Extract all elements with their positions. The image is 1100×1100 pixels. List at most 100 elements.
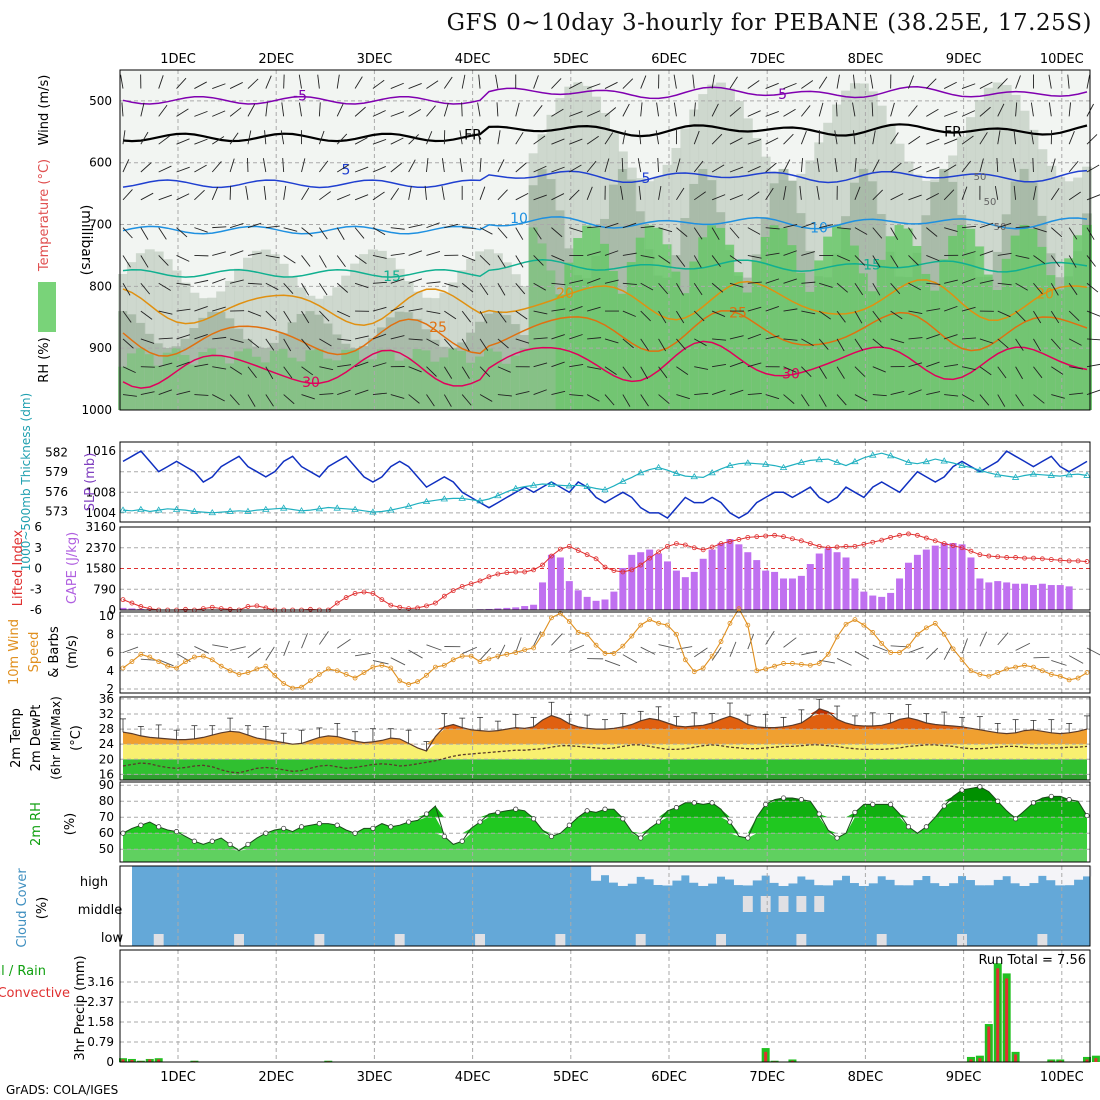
wind-barb bbox=[926, 308, 941, 312]
rh-band-90 bbox=[698, 237, 709, 410]
surface-wind-barb bbox=[997, 632, 1009, 646]
wind-axis-label-b: Speed bbox=[27, 632, 42, 673]
thickness-marker bbox=[190, 507, 199, 514]
rh-band-90 bbox=[617, 293, 628, 410]
wind-barb bbox=[1068, 255, 1077, 268]
thickness-marker bbox=[154, 506, 163, 513]
temp-axis-label-a: 2m Temp bbox=[9, 708, 24, 768]
cloud-clear-high bbox=[1028, 866, 1039, 884]
wind-speed-marker bbox=[406, 682, 412, 687]
wind-speed-marker bbox=[424, 672, 429, 678]
cape-bar bbox=[788, 578, 796, 610]
cape-bar bbox=[601, 599, 609, 610]
precip-convective-bar bbox=[1014, 1054, 1018, 1062]
lifted-index-marker bbox=[745, 534, 751, 540]
wind-barb bbox=[194, 189, 205, 201]
cape-bar bbox=[1038, 583, 1046, 610]
rh-band-90 bbox=[966, 228, 976, 410]
wind-barb bbox=[640, 366, 649, 380]
wind-barb bbox=[622, 252, 637, 256]
wind-barb bbox=[479, 394, 493, 402]
wind-barb bbox=[390, 82, 404, 89]
wind-speed-marker bbox=[450, 657, 456, 663]
surface-wind-barb bbox=[979, 631, 987, 647]
wind-barb bbox=[176, 255, 190, 262]
wind-barb bbox=[176, 334, 191, 340]
wind-barb bbox=[444, 282, 458, 288]
wind-barb bbox=[121, 102, 124, 117]
wind-barb bbox=[443, 366, 453, 379]
wind-barb bbox=[800, 158, 804, 173]
wind-barb bbox=[533, 194, 547, 201]
wind-barb bbox=[783, 185, 787, 200]
surface-wind-barb bbox=[622, 654, 637, 663]
wind-barb bbox=[318, 130, 325, 145]
wind-barb bbox=[158, 194, 173, 201]
wind-barb bbox=[497, 366, 511, 373]
lifted-index-marker bbox=[531, 567, 536, 573]
wind-barb bbox=[711, 164, 725, 173]
surface-wind-barb bbox=[515, 637, 522, 653]
wind-barb bbox=[818, 366, 827, 379]
wind-barb bbox=[1069, 366, 1084, 370]
wind-barb bbox=[533, 227, 542, 240]
lifted-index-marker bbox=[1057, 557, 1063, 563]
wind-barb bbox=[212, 83, 226, 89]
wind-barb bbox=[729, 282, 744, 288]
wind-barb bbox=[122, 130, 126, 145]
wind-barb bbox=[658, 366, 668, 379]
wind-barb bbox=[890, 338, 905, 344]
wind-barb bbox=[908, 194, 922, 201]
wind-barb bbox=[140, 227, 149, 240]
isotherm-line bbox=[122, 259, 1088, 278]
rh-band-90 bbox=[948, 235, 959, 410]
rh-tick-label: 60 bbox=[99, 826, 114, 840]
cloud-clear-low bbox=[394, 934, 405, 946]
wind-barb bbox=[676, 187, 685, 201]
wind-speed-marker bbox=[754, 668, 760, 674]
wind-barb bbox=[1015, 366, 1023, 380]
wind-barb bbox=[176, 193, 190, 201]
wind-speed-marker bbox=[906, 643, 911, 649]
wind-barb bbox=[247, 394, 256, 407]
x-tick-label-bottom: 2DEC bbox=[258, 1070, 294, 1085]
cloud-clear-low bbox=[796, 934, 807, 946]
wind-speed-marker bbox=[486, 656, 492, 662]
wind-barb bbox=[318, 255, 327, 268]
wind-speed-marker bbox=[852, 617, 858, 623]
wind-barb bbox=[390, 394, 405, 399]
rh-band-70 bbox=[118, 311, 128, 410]
cape-bar bbox=[762, 570, 770, 610]
rh-band-50 bbox=[359, 254, 369, 410]
wind-barb bbox=[640, 282, 654, 291]
wind-barb bbox=[801, 281, 816, 284]
wind-barb bbox=[318, 283, 328, 296]
wind-barb bbox=[783, 108, 796, 117]
thickness-marker bbox=[315, 505, 324, 512]
wind-barb bbox=[551, 108, 564, 117]
wind-barb bbox=[711, 255, 721, 267]
wind-barb bbox=[515, 391, 530, 395]
precip-convective-bar bbox=[1058, 1060, 1062, 1062]
wind-barb bbox=[122, 394, 137, 397]
wind-barb bbox=[944, 138, 958, 145]
thickness-marker bbox=[851, 457, 859, 465]
lifted-index-marker bbox=[915, 532, 920, 538]
wind-barb bbox=[533, 105, 543, 117]
precip-convective-bar bbox=[987, 1026, 991, 1062]
rh-band-90 bbox=[492, 351, 503, 410]
wind-barb bbox=[497, 227, 508, 239]
wind-barb bbox=[890, 282, 901, 295]
wind-barb bbox=[533, 255, 544, 266]
cloud-clear-high bbox=[689, 866, 700, 883]
rh-band-90 bbox=[466, 362, 477, 410]
rh-band-90 bbox=[644, 225, 655, 410]
wind-barb bbox=[997, 310, 1011, 318]
wind-barb bbox=[515, 192, 529, 201]
cloud-clear-high bbox=[1055, 866, 1066, 886]
wind-barb bbox=[854, 186, 861, 200]
rh-marker bbox=[1066, 797, 1072, 803]
rh-band-90 bbox=[858, 273, 869, 410]
wind-speed-marker bbox=[557, 610, 563, 616]
wind-barb bbox=[336, 133, 348, 145]
